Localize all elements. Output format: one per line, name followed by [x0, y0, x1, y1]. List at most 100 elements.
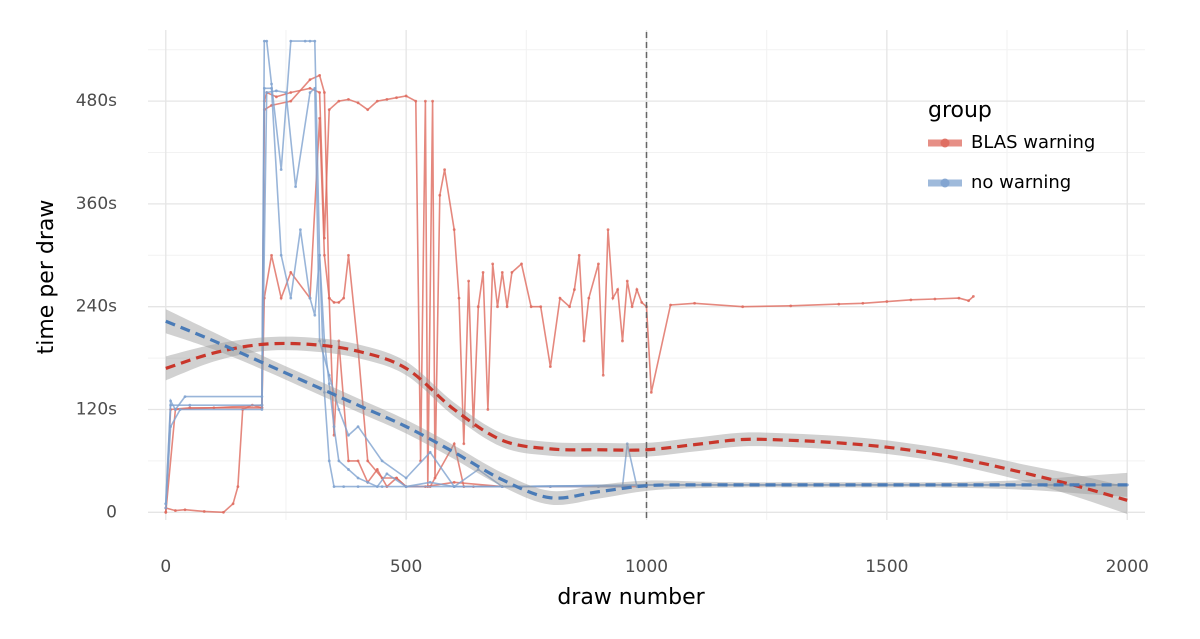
- trace-point: [404, 94, 408, 98]
- trace-point: [174, 509, 177, 512]
- trace-point: [337, 301, 341, 304]
- trace-point: [611, 296, 615, 300]
- trace-point: [505, 305, 509, 309]
- trace-point: [423, 99, 427, 103]
- trace-point: [385, 97, 389, 101]
- trace-point: [577, 253, 581, 257]
- x-tick-label: 0: [160, 557, 171, 577]
- trace-point: [262, 86, 266, 90]
- trace-point: [262, 39, 266, 43]
- trace-point: [318, 91, 322, 94]
- trace-point: [347, 433, 350, 437]
- trace-point: [284, 91, 288, 94]
- trace-point: [625, 442, 629, 446]
- trace-point: [270, 253, 273, 257]
- x-axis-title: draw number: [557, 585, 705, 610]
- trace-point: [957, 296, 961, 300]
- trace-point: [356, 101, 360, 105]
- trace-point: [837, 302, 841, 306]
- trace-point: [500, 485, 504, 488]
- trace-point: [274, 89, 278, 93]
- trace-point: [476, 468, 480, 471]
- trace-point: [640, 301, 644, 304]
- trace-point: [621, 339, 624, 343]
- trace-point: [481, 271, 485, 274]
- trace-point: [318, 74, 322, 77]
- trace-point: [265, 39, 269, 43]
- y-tick-label: 360s: [76, 194, 117, 214]
- trace-point: [452, 480, 456, 484]
- trace-point: [616, 288, 620, 291]
- trace-point: [327, 459, 331, 463]
- trace-point: [885, 300, 889, 303]
- y-tick-label: 0: [106, 502, 117, 522]
- y-tick-label: 480s: [76, 91, 117, 111]
- trace-point: [356, 459, 360, 463]
- legend-title: group: [928, 98, 992, 123]
- trace-point: [169, 425, 172, 429]
- trace-point: [649, 390, 653, 394]
- trace-point: [356, 425, 360, 429]
- trace-point: [601, 373, 605, 377]
- trace-point: [395, 476, 398, 480]
- trace-point: [313, 86, 317, 90]
- trace-point: [323, 91, 326, 94]
- trace-point: [337, 408, 341, 411]
- trace-point: [347, 97, 350, 101]
- trace-point: [289, 271, 293, 274]
- trace-point: [414, 99, 418, 103]
- trace-point: [587, 296, 591, 300]
- trace-point: [909, 298, 913, 302]
- trace-point: [861, 301, 865, 305]
- trace-point: [356, 476, 360, 480]
- trace-point: [289, 91, 293, 94]
- trace-point: [476, 305, 480, 309]
- trace-point: [318, 116, 322, 120]
- trace-point: [313, 39, 317, 43]
- trace-point: [308, 39, 312, 43]
- trace-point: [164, 510, 168, 514]
- trace-point: [347, 468, 350, 471]
- trace-point: [443, 168, 447, 172]
- trace-point: [327, 373, 331, 377]
- trace-point: [741, 305, 745, 309]
- trace-point: [380, 485, 384, 488]
- trace-point: [366, 108, 370, 112]
- trace-point: [342, 485, 346, 488]
- trace-point: [270, 86, 273, 90]
- trace-point: [693, 301, 696, 305]
- trace-point: [933, 297, 937, 301]
- trace-point: [529, 305, 533, 309]
- trace-point: [274, 95, 278, 99]
- trace-point: [342, 296, 346, 300]
- trace-point: [380, 459, 384, 463]
- trace-point: [332, 425, 336, 429]
- trace-point: [169, 399, 172, 403]
- trace-point: [496, 305, 499, 309]
- trace-point: [428, 480, 432, 484]
- trace-point: [428, 450, 432, 454]
- trace-point: [188, 403, 192, 407]
- y-tick-label: 240s: [76, 297, 117, 317]
- trace-point: [289, 39, 293, 43]
- trace-point: [971, 295, 975, 298]
- trace-point: [327, 296, 331, 300]
- trace-point: [347, 253, 350, 257]
- trace-point: [967, 299, 970, 303]
- trace-point: [332, 301, 336, 304]
- trace-point: [375, 468, 379, 471]
- trace-point: [202, 510, 206, 513]
- trace-point: [630, 305, 634, 309]
- trace-point: [356, 485, 360, 488]
- legend-label: BLAS warning: [971, 132, 1095, 153]
- trace-point: [308, 78, 312, 82]
- smooth-line: [165, 341, 1128, 502]
- trace-point: [231, 502, 235, 506]
- trace-point: [438, 193, 442, 197]
- trace-point: [178, 408, 182, 411]
- trace-point: [431, 99, 434, 103]
- trace-point: [294, 185, 297, 189]
- trace-point: [327, 108, 331, 112]
- trace-line: [165, 87, 1128, 504]
